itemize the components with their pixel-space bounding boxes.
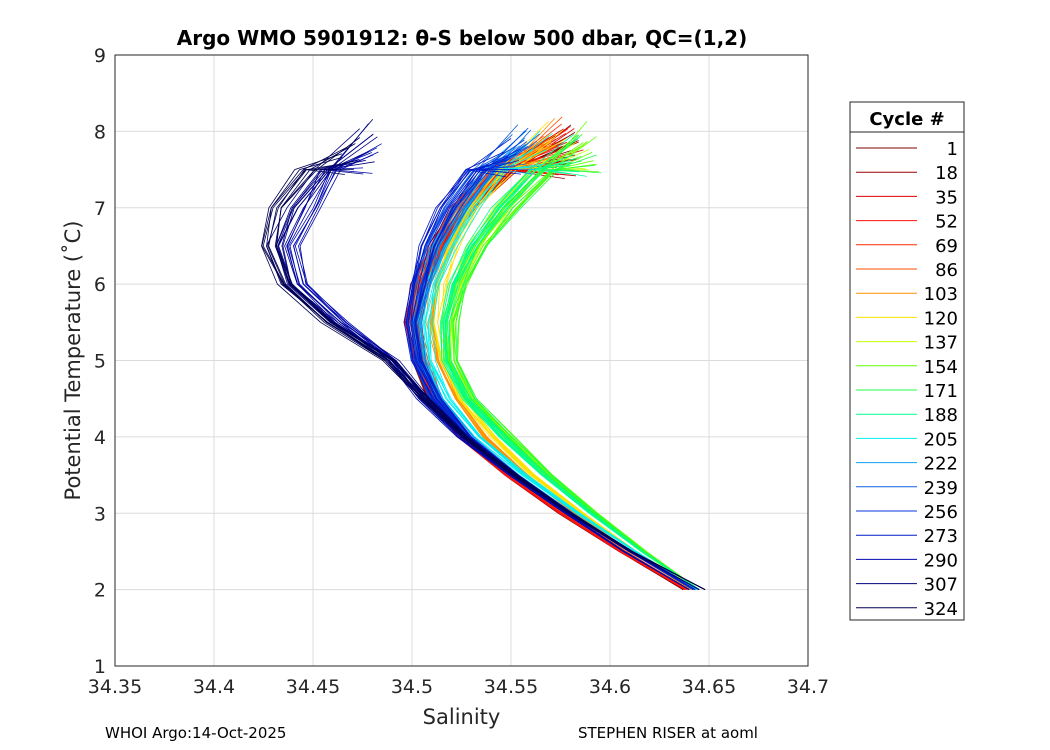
axes-box xyxy=(114,54,809,667)
y-tick-label: 7 xyxy=(94,198,106,220)
y-tick-label: 2 xyxy=(94,580,106,602)
y-tick-label: 8 xyxy=(94,121,106,143)
legend-label-205: 205 xyxy=(924,429,958,450)
legend-title: Cycle # xyxy=(869,109,944,130)
legend-label-307: 307 xyxy=(924,575,958,596)
profile-line-cycle-188 xyxy=(444,158,700,590)
y-tick-label: 3 xyxy=(94,503,106,525)
y-axis-label: Potential Temperature (˚C) xyxy=(61,221,85,501)
x-tick-label: 34.45 xyxy=(286,676,340,698)
profile-line-cycle-154 xyxy=(457,169,700,590)
profile-line-cycle-171 xyxy=(448,133,700,590)
x-tick-label: 34.4 xyxy=(193,676,235,698)
legend-label-86: 86 xyxy=(935,260,958,281)
legend-label-103: 103 xyxy=(924,284,958,305)
profile-line-cycle-188 xyxy=(448,169,700,590)
profile-line-cycle-205 xyxy=(432,133,698,590)
legend-label-18: 18 xyxy=(935,163,958,184)
footer-left: WHOI Argo:14-Oct-2025 xyxy=(105,724,287,742)
legend-label-324: 324 xyxy=(924,599,958,620)
legend-label-120: 120 xyxy=(924,308,958,329)
profile-line-cycle-324 xyxy=(261,153,706,590)
profile-line-cycle-171 xyxy=(455,154,700,590)
legend-label-137: 137 xyxy=(924,333,958,354)
legend-label-171: 171 xyxy=(924,381,958,402)
legend-label-188: 188 xyxy=(924,405,958,426)
x-tick-label: 34.35 xyxy=(88,676,142,698)
legend-label-256: 256 xyxy=(924,502,958,523)
y-tick-label: 4 xyxy=(94,427,106,449)
legend-label-222: 222 xyxy=(924,454,958,475)
y-tick-label: 6 xyxy=(94,274,106,296)
profile-line-cycle-324 xyxy=(276,160,706,590)
x-tick-label: 34.5 xyxy=(391,676,433,698)
y-tick-label: 1 xyxy=(94,656,106,678)
y-tick-label: 5 xyxy=(94,351,106,373)
x-tick-label: 34.6 xyxy=(589,676,631,698)
chart-title: Argo WMO 5901912: θ-S below 500 dbar, QC… xyxy=(176,26,748,50)
x-tick-label: 34.7 xyxy=(787,676,829,698)
x-tick-label: 34.65 xyxy=(682,676,736,698)
profile-line-cycle-324 xyxy=(267,168,706,590)
footer-right: STEPHEN RISER at aoml xyxy=(578,724,758,742)
y-tick-label: 9 xyxy=(94,45,106,67)
x-tick-label: 34.55 xyxy=(484,676,538,698)
profile-line-cycle-188 xyxy=(441,161,700,590)
legend-label-290: 290 xyxy=(924,550,958,571)
legend-label-1: 1 xyxy=(947,139,958,160)
legend-label-35: 35 xyxy=(935,187,958,208)
legend-label-69: 69 xyxy=(935,236,958,257)
legend-label-239: 239 xyxy=(924,478,958,499)
legend-label-273: 273 xyxy=(924,526,958,547)
x-axis-label: Salinity xyxy=(423,705,501,729)
legend-label-52: 52 xyxy=(935,212,958,233)
legend-label-154: 154 xyxy=(924,357,958,378)
legend-box xyxy=(849,101,965,621)
